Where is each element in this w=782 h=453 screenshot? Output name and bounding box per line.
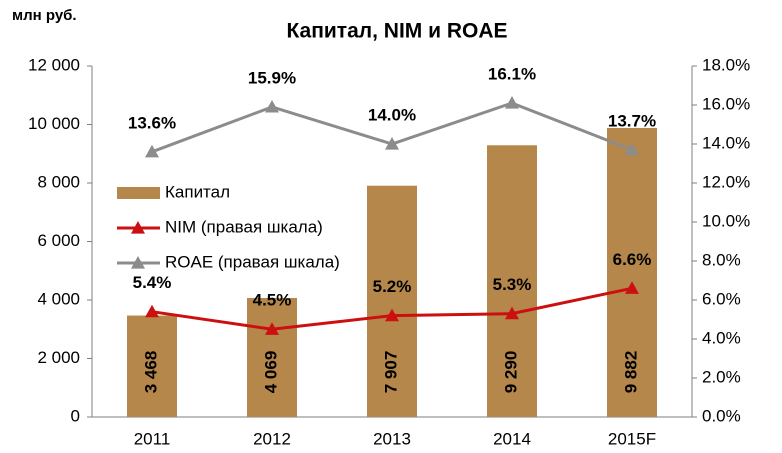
- y2-tick-label: 0.0%: [702, 406, 741, 425]
- marker: [625, 281, 639, 294]
- marker: [145, 304, 159, 318]
- bar: [367, 185, 417, 417]
- y-tick-label: 6 000: [37, 231, 80, 250]
- marker: [385, 308, 399, 322]
- y2-tick-label: 6.0%: [702, 289, 741, 308]
- y2-tick-label: 18.0%: [702, 55, 750, 74]
- y2-tick-label: 16.0%: [702, 94, 750, 113]
- y2-tick-label: 14.0%: [702, 133, 750, 152]
- y-tick-label: 8 000: [37, 172, 80, 191]
- y-tick-label: 2 000: [37, 348, 80, 367]
- data-label: 15.9%: [248, 68, 296, 87]
- y-unit-label: млн руб.: [12, 7, 77, 24]
- marker: [505, 96, 519, 109]
- y-tick-label: 4 000: [37, 289, 80, 308]
- chart-title: Капитал, NIM и ROAE: [286, 20, 507, 43]
- bar-value-label: 9 290: [501, 351, 520, 394]
- legend-marker: [131, 221, 145, 234]
- legend-swatch: [117, 187, 160, 199]
- data-label: 13.7%: [608, 111, 656, 130]
- data-label: 5.3%: [493, 275, 532, 294]
- bar-value-label: 9 882: [621, 351, 640, 394]
- marker: [385, 137, 399, 150]
- y2-tick-label: 12.0%: [702, 172, 750, 191]
- bar: [247, 297, 297, 417]
- y-tick-label: 10 000: [28, 114, 80, 133]
- data-label: 16.1%: [488, 65, 536, 84]
- data-label: 6.6%: [613, 250, 652, 269]
- bar-value-label: 3 468: [141, 351, 160, 394]
- data-label: 13.6%: [128, 113, 176, 132]
- bar: [487, 145, 537, 417]
- y2-tick-label: 8.0%: [702, 250, 741, 269]
- x-tick-label: 2012: [253, 429, 291, 448]
- legend-marker: [131, 256, 145, 269]
- marker: [145, 144, 159, 158]
- bar: [127, 315, 177, 417]
- bar-value-label: 4 069: [261, 351, 280, 394]
- marker: [505, 306, 519, 320]
- data-label: 5.2%: [373, 277, 412, 296]
- marker: [265, 99, 279, 113]
- marker: [265, 322, 279, 335]
- legend-label: NIM (правая шкала): [165, 217, 323, 236]
- data-label: 4.5%: [253, 291, 292, 310]
- y2-tick-label: 4.0%: [702, 328, 741, 347]
- bar: [607, 127, 657, 417]
- legend-label: Капитал: [165, 182, 230, 201]
- y-tick-label: 12 000: [28, 55, 80, 74]
- x-tick-label: 2011: [134, 429, 171, 448]
- bar-value-label: 7 907: [381, 351, 400, 394]
- y2-tick-label: 2.0%: [702, 367, 741, 386]
- legend-label: ROAE (правая шкала): [165, 252, 340, 271]
- y2-tick-label: 10.0%: [702, 211, 750, 230]
- x-tick-label: 2015F: [608, 429, 656, 448]
- y-tick-label: 0: [71, 406, 80, 425]
- x-tick-label: 2014: [493, 429, 531, 448]
- data-label: 14.0%: [368, 105, 416, 124]
- x-tick-label: 2013: [373, 429, 411, 448]
- marker: [625, 142, 639, 156]
- data-label: 5.4%: [133, 273, 172, 292]
